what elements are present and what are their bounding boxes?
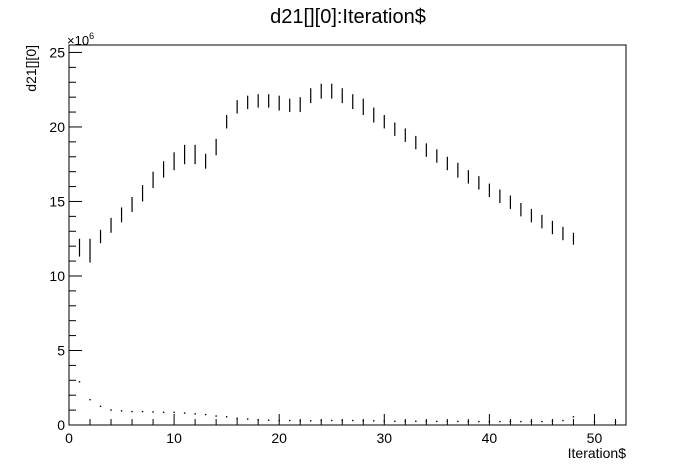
- y-axis-exponent: ×106: [67, 31, 94, 48]
- axes: 0 10 20 30 40 50 0 5 10 15 20 25: [49, 44, 616, 446]
- data-point: [425, 420, 428, 423]
- data-point: [99, 405, 102, 408]
- data-point: [89, 398, 91, 401]
- data-point: [572, 416, 575, 418]
- data-point: [162, 411, 165, 414]
- data-point: [509, 420, 512, 423]
- data-point: [120, 410, 123, 412]
- data-point: [225, 416, 228, 418]
- data-point: [383, 420, 385, 422]
- data-point: [204, 413, 207, 416]
- data-point: [352, 419, 354, 422]
- data-point: [183, 412, 186, 414]
- x-tick-label: 10: [166, 430, 182, 446]
- y-axis-label: d21[][0]: [23, 45, 39, 92]
- data-point: [141, 410, 144, 413]
- exponent-power: 6: [89, 31, 94, 41]
- y-tick-label: 20: [49, 119, 65, 135]
- data-point: [110, 409, 112, 411]
- data-point: [194, 413, 196, 415]
- data-point: [593, 421, 596, 423]
- data-point: [446, 420, 449, 423]
- data-point: [299, 420, 301, 422]
- chart-title: d21[][0]:Iteration$: [270, 6, 426, 28]
- x-tick-label: 40: [482, 430, 498, 446]
- data-point: [288, 419, 291, 422]
- y-tick-label: 10: [49, 268, 65, 284]
- data-point: [499, 420, 501, 423]
- data-point: [404, 420, 407, 422]
- data-point: [267, 419, 270, 421]
- data-point: [520, 420, 522, 423]
- data-point: [488, 420, 491, 423]
- data-point: [562, 419, 564, 422]
- data-point: [310, 420, 312, 422]
- data-point: [246, 418, 249, 420]
- data-marks: [78, 83, 617, 423]
- data-point: [331, 419, 333, 422]
- data-point: [478, 420, 480, 423]
- data-point: [320, 419, 322, 422]
- x-tick-label: 50: [587, 430, 603, 446]
- data-point: [551, 420, 554, 422]
- data-point: [541, 420, 543, 423]
- y-tick-label: 15: [49, 193, 65, 209]
- x-tick-label: 30: [376, 430, 392, 446]
- exponent-base: ×10: [67, 33, 89, 48]
- data-point: [373, 420, 375, 422]
- x-axis-label: Iteration$: [568, 445, 627, 461]
- data-point: [78, 381, 81, 383]
- data-point: [467, 420, 470, 423]
- data-point: [415, 420, 417, 422]
- y-tick-label: 25: [49, 44, 65, 60]
- data-point: [173, 411, 175, 414]
- data-point: [362, 420, 364, 422]
- x-tick-label: 0: [65, 430, 73, 446]
- x-tick-label: 20: [271, 430, 287, 446]
- y-tick-label: 5: [57, 342, 65, 358]
- data-point: [236, 417, 238, 419]
- data-point: [436, 420, 438, 423]
- data-point: [614, 421, 617, 423]
- y-tick-label: 0: [57, 417, 65, 433]
- data-point: [341, 419, 343, 422]
- data-point: [257, 419, 259, 421]
- plot-frame: [68, 44, 627, 426]
- data-point: [530, 420, 533, 423]
- data-point: [215, 415, 217, 417]
- data-point: [152, 411, 154, 413]
- data-point: [394, 420, 396, 422]
- data-point: [131, 410, 133, 413]
- data-point: [457, 420, 459, 423]
- data-point: [278, 419, 280, 422]
